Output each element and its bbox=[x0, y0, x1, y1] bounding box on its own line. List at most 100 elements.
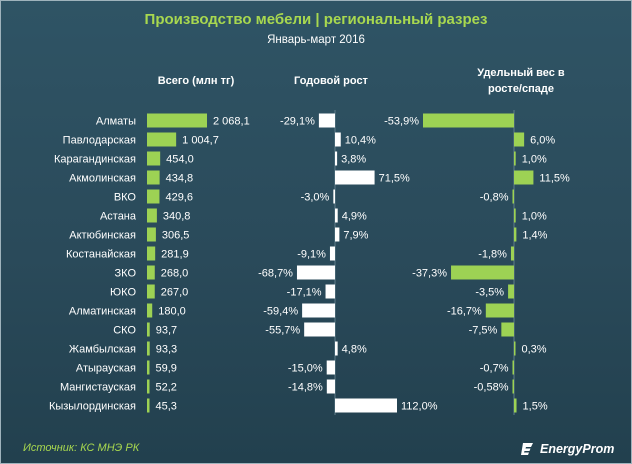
total-value-label: 306,5 bbox=[162, 230, 190, 242]
total-bar bbox=[147, 303, 153, 318]
growth-value-label: -59,4% bbox=[263, 306, 298, 318]
growth-bar bbox=[325, 284, 335, 299]
share-bar bbox=[451, 265, 514, 280]
growth-bar bbox=[304, 322, 335, 337]
share-value-label: 1,0% bbox=[522, 154, 547, 166]
chart-subtitle: Январь-март 2016 bbox=[267, 34, 365, 46]
share-bar bbox=[512, 189, 514, 204]
share-value-label: -0,7% bbox=[480, 363, 509, 375]
category-label: Атырауская bbox=[76, 363, 136, 375]
share-value-label: -3,5% bbox=[475, 287, 504, 299]
chart-title: Производство мебели | региональный разре… bbox=[144, 11, 488, 28]
growth-bar bbox=[318, 113, 335, 128]
growth-bar bbox=[335, 398, 397, 413]
header-share-line2: росте/спаде bbox=[488, 83, 554, 95]
share-value-label: -0,58% bbox=[474, 382, 509, 394]
growth-bar bbox=[302, 303, 335, 318]
category-label: Костанайская bbox=[66, 249, 136, 261]
total-bar bbox=[147, 284, 155, 299]
header-share-line1: Удельный вес в bbox=[477, 67, 565, 79]
growth-value-label: -55,7% bbox=[265, 325, 300, 337]
growth-value-label: -17,1% bbox=[287, 287, 322, 299]
header-total: Всего (млн тг) bbox=[157, 75, 235, 87]
total-bar bbox=[147, 341, 150, 356]
total-value-label: 281,9 bbox=[161, 249, 189, 261]
growth-value-label: 4,8% bbox=[342, 344, 367, 356]
growth-bar bbox=[335, 170, 375, 185]
category-label: Жамбылская bbox=[69, 344, 136, 356]
category-label: СКО bbox=[113, 325, 136, 337]
category-label: Алматы bbox=[96, 116, 136, 128]
growth-value-label: 71,5% bbox=[379, 173, 410, 185]
growth-value-label: -14,8% bbox=[288, 382, 323, 394]
share-bar bbox=[514, 132, 525, 147]
growth-bar bbox=[335, 208, 338, 223]
growth-value-label: -68,7% bbox=[258, 268, 293, 280]
share-bar bbox=[501, 322, 514, 337]
total-value-label: 454,0 bbox=[166, 154, 194, 166]
share-value-label: -53,9% bbox=[384, 116, 419, 128]
total-bar bbox=[147, 189, 160, 204]
category-label: ВКО bbox=[114, 192, 137, 204]
category-label: Акмолинская bbox=[69, 173, 136, 185]
category-label: Алматинская bbox=[69, 306, 136, 318]
share-value-label: -0,8% bbox=[480, 192, 509, 204]
header-growth: Годовой рост bbox=[294, 75, 368, 87]
category-label: ЮКО bbox=[110, 287, 136, 299]
total-bar bbox=[147, 246, 156, 261]
share-bar bbox=[423, 113, 514, 128]
total-value-label: 93,3 bbox=[156, 344, 177, 356]
share-value-label: -16,7% bbox=[447, 306, 482, 318]
category-label: Карагандинская bbox=[54, 154, 136, 166]
growth-bar bbox=[335, 227, 340, 242]
growth-bar bbox=[296, 265, 335, 280]
total-bar bbox=[147, 208, 157, 223]
share-bar bbox=[512, 360, 514, 375]
share-bar bbox=[514, 208, 516, 223]
total-value-label: 340,8 bbox=[163, 211, 191, 223]
category-label: Астана bbox=[100, 211, 137, 223]
growth-bar bbox=[335, 132, 341, 147]
growth-value-label: 4,9% bbox=[342, 211, 367, 223]
total-value-label: 93,7 bbox=[156, 325, 177, 337]
growth-value-label: -9,1% bbox=[297, 249, 326, 261]
total-value-label: 59,9 bbox=[156, 363, 177, 375]
total-value-label: 268,0 bbox=[161, 268, 189, 280]
total-value-label: 267,0 bbox=[161, 287, 189, 299]
total-value-label: 429,6 bbox=[165, 192, 193, 204]
share-bar bbox=[485, 303, 514, 318]
total-bar bbox=[147, 398, 150, 413]
growth-value-label: -29,1% bbox=[280, 116, 315, 128]
total-bar bbox=[147, 132, 177, 147]
total-value-label: 2 068,1 bbox=[213, 116, 250, 128]
brand-name: EnergyProm bbox=[540, 442, 615, 456]
total-value-label: 52,2 bbox=[156, 382, 177, 394]
growth-bar bbox=[326, 360, 335, 375]
share-bar bbox=[514, 170, 534, 185]
total-value-label: 434,8 bbox=[166, 173, 194, 185]
share-bar bbox=[514, 341, 516, 356]
category-label: Мангистауская bbox=[60, 382, 136, 394]
category-label: Кызылординская bbox=[49, 401, 136, 413]
energyprom-logo-icon bbox=[521, 443, 533, 455]
chart-plot: Алматы 2 068,1 -29,1% -53,9% Павлодарская 1 0… bbox=[49, 110, 570, 415]
share-value-label: 0,3% bbox=[522, 344, 547, 356]
header-share: Удельный вес в росте/спаде bbox=[456, 65, 586, 97]
total-bar bbox=[147, 322, 150, 337]
total-bar bbox=[147, 227, 156, 242]
category-label: ЗКО bbox=[115, 268, 137, 280]
growth-value-label: 10,4% bbox=[345, 135, 376, 147]
share-value-label: 11,5% bbox=[539, 173, 570, 185]
total-bar bbox=[147, 170, 160, 185]
total-bar bbox=[147, 379, 150, 394]
growth-value-label: -3,0% bbox=[301, 192, 330, 204]
share-bar bbox=[510, 246, 514, 261]
share-value-label: -7,5% bbox=[469, 325, 498, 337]
brand-logo: EnergyProm bbox=[520, 441, 614, 457]
share-value-label: 1,4% bbox=[522, 230, 547, 242]
growth-bar bbox=[335, 341, 338, 356]
category-label: Актюбинская bbox=[69, 230, 136, 242]
total-bar bbox=[147, 151, 161, 166]
growth-bar bbox=[335, 151, 338, 166]
